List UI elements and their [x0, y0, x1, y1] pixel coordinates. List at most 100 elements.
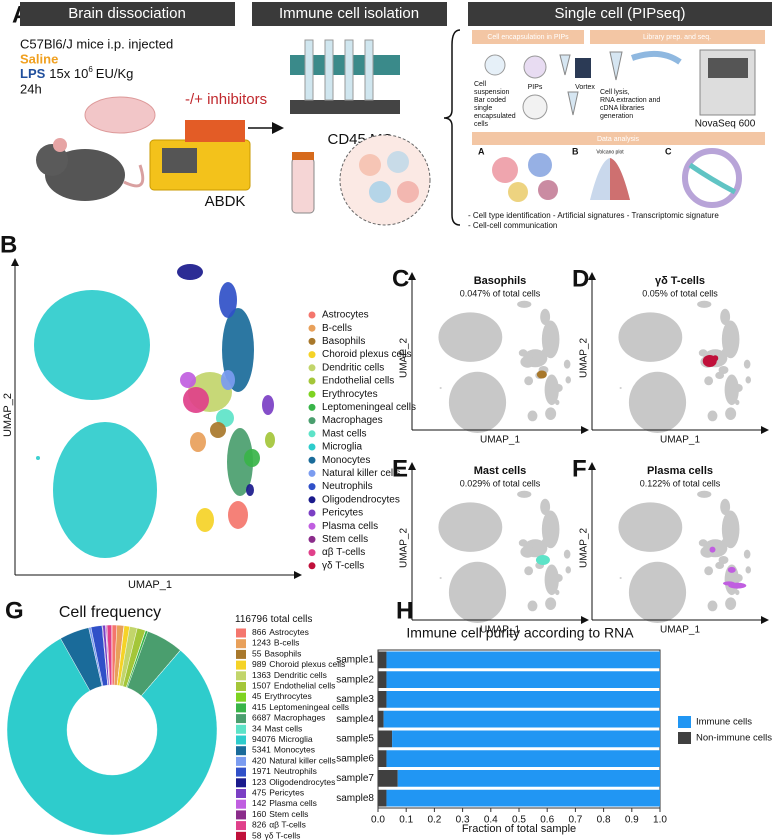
legend-label: Monocytes — [322, 455, 370, 466]
panel-b: B UMAP_1 UMAP_2 Astrocytes B-cells Basophi… — [0, 231, 416, 591]
panel-title: Basophils — [474, 275, 527, 287]
label: RNA extraction and — [600, 97, 660, 104]
legend-label: 866 Astrocytes — [252, 627, 309, 637]
legend-label: 420 Natural killer cells — [252, 756, 336, 766]
cluster-blob — [745, 376, 751, 384]
cluster-blob — [524, 566, 534, 576]
legend-swatch — [236, 703, 246, 713]
panel-letter: E — [392, 455, 408, 482]
bar-segment — [378, 651, 387, 669]
cluster-blob — [707, 600, 718, 612]
cluster-blob — [34, 290, 150, 400]
pips-icon — [523, 55, 547, 79]
cluster-blob — [524, 376, 534, 386]
legend-swatch — [236, 682, 246, 691]
y-tick-label: sample3 — [336, 694, 374, 705]
cluster-blob — [720, 308, 731, 325]
header: Brain dissociation — [68, 5, 186, 22]
y-axis-label: UMAP_2 — [399, 528, 410, 568]
total-label: 116796 total cells — [235, 614, 312, 625]
legend-swatch — [236, 799, 246, 809]
mouse-icon — [53, 138, 67, 152]
legend-swatch — [236, 778, 246, 788]
legend-label: 94076 Microglia — [252, 734, 313, 744]
cluster-blob — [720, 498, 731, 515]
cluster-blob — [541, 538, 550, 548]
y-axis-label: UMAP_2 — [2, 393, 14, 437]
legend-label: Choroid plexus cells — [322, 349, 412, 360]
cluster-blob — [707, 410, 718, 422]
legend-label: Oligodendrocytes — [322, 494, 400, 505]
bar-segment — [378, 730, 393, 748]
legend-label: 475 Pericytes — [252, 788, 304, 798]
legend-swatch — [236, 810, 246, 820]
legend-name: Stem cells — [269, 809, 308, 819]
cluster-blob — [518, 539, 528, 547]
cluster-blob — [183, 387, 209, 413]
bar-segment — [386, 750, 660, 767]
step-header-text: Library prep. and seq. — [643, 34, 711, 41]
x-tick-label: 1.0 — [653, 815, 667, 826]
cluster-blob — [545, 597, 557, 610]
x-tick-label: 0.3 — [456, 815, 470, 826]
panel-letter: B — [0, 231, 17, 258]
bar-segment — [378, 671, 387, 688]
y-tick-label: sample7 — [336, 773, 374, 784]
legend-value: 989 — [252, 659, 266, 669]
cluster-blob — [745, 566, 751, 574]
legend-swatch — [236, 831, 246, 840]
legend-swatch — [236, 735, 246, 745]
label: suspension — [474, 89, 510, 96]
cluster-blob — [221, 370, 235, 390]
cluster-blob — [196, 508, 214, 532]
abdk-label: ABDK — [205, 193, 246, 210]
legend-name: Natural killer cells — [269, 756, 336, 766]
chart-title: Cell frequency — [59, 604, 161, 621]
legend-value: 142 — [252, 798, 266, 808]
legend-swatch — [236, 724, 246, 734]
legend-name: Mast cells — [264, 724, 302, 734]
legend-swatch — [678, 716, 691, 728]
tube-icon — [291, 157, 315, 214]
legend-name: Astrocytes — [269, 627, 309, 637]
lps-text: LPS — [20, 66, 46, 81]
header: Immune cell isolation — [279, 5, 419, 22]
legend-label: Non-immune cells — [696, 733, 772, 744]
cell-icon — [369, 181, 391, 203]
bar-segment — [378, 789, 387, 807]
cluster-blob — [698, 349, 708, 357]
cluster-blob — [619, 387, 622, 389]
legend-value: 1243 — [252, 638, 271, 648]
umap-thumb — [528, 153, 552, 177]
x-axis-label: UMAP_1 — [480, 625, 520, 636]
cluster-blob — [553, 573, 563, 583]
panel-subtitle: 0.047% of total cells — [460, 288, 541, 298]
bar-segment — [383, 710, 660, 728]
legend-label: B-cells — [322, 323, 352, 334]
legend-swatch — [308, 417, 316, 425]
cluster-blob — [704, 566, 714, 576]
legend-label: 45 Erythrocytes — [252, 691, 312, 701]
cell-icon — [359, 154, 381, 176]
cluster-blob — [698, 539, 708, 547]
lps-dose: 15x 10 — [49, 66, 88, 81]
legend-swatch — [236, 767, 246, 777]
cluster-blob — [527, 410, 538, 422]
volcano-thumb — [610, 158, 630, 200]
legend-label: Astrocytes — [322, 310, 369, 321]
legend-label: 415 Leptomeningeal cells — [252, 702, 349, 712]
sub-letter: B — [572, 146, 579, 156]
panel-a: A Brain dissociation Immune cell isolati… — [12, 1, 772, 230]
label: cells — [474, 121, 489, 128]
legend-swatch — [236, 714, 246, 724]
y-tick-label: sample4 — [336, 714, 374, 725]
legend-label: 826 αβ T-cells — [252, 820, 306, 830]
legend-value: 826 — [252, 820, 266, 830]
header-bar — [468, 2, 772, 26]
cluster-blob — [618, 312, 683, 362]
label: cDNA libraries — [600, 105, 645, 112]
cluster-blob — [733, 383, 743, 393]
lps-line: LPS 15x 106 EU/Kg — [20, 65, 133, 81]
sub-letter: A — [478, 146, 485, 156]
